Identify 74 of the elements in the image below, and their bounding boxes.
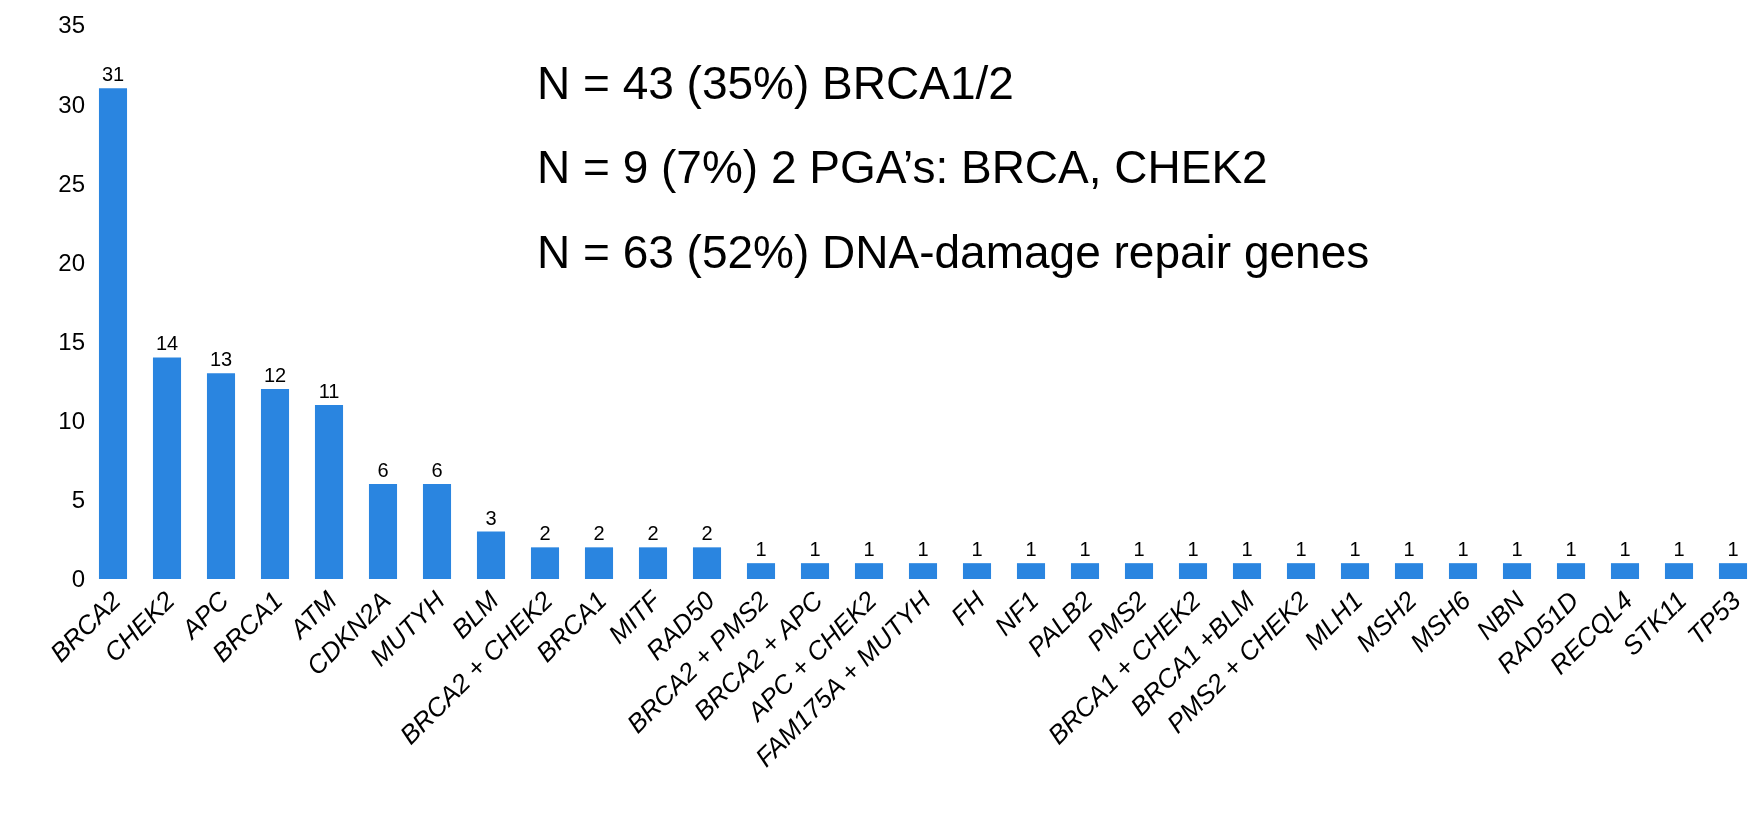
bar [314, 404, 344, 579]
bar [1394, 563, 1424, 579]
data-label: 12 [263, 364, 287, 387]
y-tick-label: 30 [58, 90, 85, 118]
bar [1070, 563, 1100, 579]
bar [638, 547, 668, 579]
data-label: 6 [377, 459, 389, 482]
data-label: 1 [1673, 538, 1685, 561]
bar [692, 547, 722, 579]
data-label: 2 [539, 522, 551, 545]
bar [476, 531, 506, 579]
data-label: 1 [1295, 538, 1307, 561]
bar [368, 484, 398, 579]
data-label: 1 [1565, 538, 1577, 561]
data-label: 1 [809, 538, 821, 561]
data-label: 1 [917, 538, 929, 561]
bar [1286, 563, 1316, 579]
data-label: 31 [101, 63, 125, 86]
data-label: 13 [209, 348, 233, 371]
y-tick-label: 25 [58, 169, 85, 197]
bar [530, 547, 560, 579]
annotation: N = 43 (35%) BRCA1/2 [537, 57, 1014, 109]
data-label: 2 [701, 522, 713, 545]
data-label: 11 [318, 379, 340, 402]
bar [1502, 563, 1532, 579]
data-label: 1 [1241, 538, 1253, 561]
data-label: 3 [485, 506, 497, 529]
data-label: 1 [1079, 538, 1091, 561]
data-label: 1 [1727, 538, 1739, 561]
bar [1448, 563, 1478, 579]
bar [422, 484, 452, 579]
bar [1178, 563, 1208, 579]
y-tick-label: 20 [58, 248, 85, 276]
annotation: N = 63 (52%) DNA-damage repair genes [537, 226, 1370, 278]
data-label: 1 [1187, 538, 1199, 561]
data-label: 1 [1133, 538, 1145, 561]
bar [1340, 563, 1370, 579]
data-label: 1 [755, 538, 767, 561]
bar [800, 563, 830, 579]
bar [1610, 563, 1640, 579]
bar [908, 563, 938, 579]
bar [206, 373, 236, 579]
data-label: 1 [863, 538, 875, 561]
bar [260, 389, 290, 579]
data-label: 14 [155, 332, 179, 355]
annotation: N = 9 (7%) 2 PGA’s: BRCA, CHEK2 [537, 141, 1268, 193]
bar [1124, 563, 1154, 579]
bar [1664, 563, 1694, 579]
data-label: 2 [647, 522, 659, 545]
bar [854, 563, 884, 579]
data-label: 1 [1025, 538, 1037, 561]
bar [746, 563, 776, 579]
bar [1016, 563, 1046, 579]
bar [1718, 563, 1748, 579]
y-tick-label: 10 [58, 407, 85, 435]
data-label: 6 [431, 459, 443, 482]
bar [1232, 563, 1262, 579]
data-label: 1 [1349, 538, 1361, 561]
y-tick-label: 5 [71, 486, 85, 514]
data-label: 2 [593, 522, 605, 545]
bar [1556, 563, 1586, 579]
data-label: 1 [1511, 538, 1523, 561]
data-label: 1 [1403, 538, 1415, 561]
data-label: 1 [1619, 538, 1631, 561]
bar [584, 547, 614, 579]
bar [962, 563, 992, 579]
x-tick-label: FH [944, 585, 991, 631]
y-tick-label: 35 [58, 11, 85, 39]
bar [98, 88, 128, 579]
y-tick-label: 0 [71, 565, 85, 593]
bar [152, 357, 182, 579]
data-label: 1 [1457, 538, 1469, 561]
y-tick-label: 15 [58, 327, 85, 355]
data-label: 1 [971, 538, 983, 561]
